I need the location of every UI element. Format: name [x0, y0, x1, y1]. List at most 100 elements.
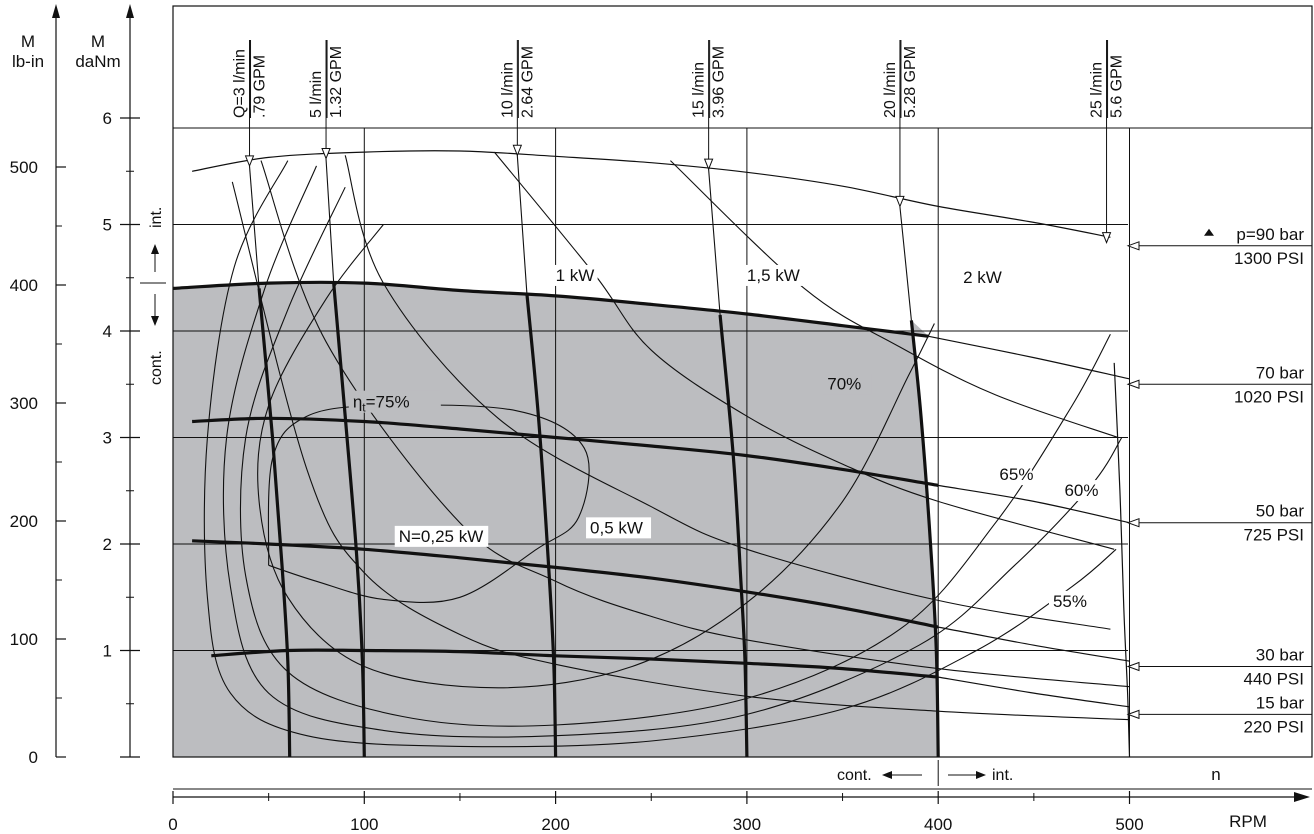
efficiency-label-70: 70% [827, 375, 861, 394]
lbin-tick-label: 100 [10, 630, 38, 649]
danm-tick-label: 4 [103, 322, 112, 341]
flow-label-top: 5 l/min [308, 71, 325, 118]
flow-curve-upper-0 [248, 165, 260, 289]
eff-label-70-bg [823, 373, 872, 395]
power-label-1.5-bg [742, 264, 808, 286]
pressure-label-top: 15 bar [1256, 693, 1305, 712]
power-label-0.5: 0,5 kW [590, 518, 643, 537]
pressure-curve-ext-3 [938, 626, 1130, 662]
danm-tick-label: 3 [103, 429, 112, 448]
flow-label-bottom: 5.6 GPM [1109, 55, 1126, 118]
flow-arrow-3 [703, 158, 714, 171]
flow-curve-0 [257, 288, 292, 758]
grid [172, 5, 1313, 758]
pressure-label-top: 50 bar [1256, 502, 1305, 521]
efficiency-label-60: 60% [1064, 481, 1098, 500]
lbin-axis-arrow [52, 4, 60, 18]
flow-curve-1 [332, 282, 366, 758]
efficiency-label-55: 55% [1053, 592, 1087, 611]
power-label-2: 2 kW [963, 268, 1002, 287]
flow-curve-3 [718, 314, 749, 758]
pressure-arrow-4 [1126, 709, 1140, 720]
efficiency-label-60-bg [1060, 480, 1097, 502]
rpm-tick-label: 100 [350, 815, 378, 834]
flow-arrow-4 [895, 195, 905, 208]
pressure-arrow-3 [1126, 661, 1140, 672]
pressure-curve-0 [191, 150, 1111, 238]
flow-label-top: 25 l/min [1089, 62, 1106, 118]
eff-label-75-bg [348, 390, 441, 413]
y-int-label: int. [148, 207, 165, 228]
pressure-label-top: 70 bar [1256, 363, 1305, 382]
rpm-tick-label: 200 [541, 815, 569, 834]
rpm-tick-label: 0 [168, 815, 177, 834]
delta-symbol [1204, 228, 1214, 236]
flow-label-bottom: 3.96 GPM [711, 46, 728, 118]
pressure-curve-ext-2 [938, 484, 1130, 524]
lbin-tick-label: 300 [10, 394, 38, 413]
plot-frame [172, 5, 1313, 758]
danm-tick-label: 5 [103, 216, 112, 235]
flow-label-top: 20 l/min [882, 62, 899, 118]
efficiency-curve-55 [203, 160, 1117, 748]
flow-label-top: Q=3 l/min [232, 49, 249, 118]
efficiency-label-65-bg [995, 464, 1032, 486]
danm-axis-arrow [126, 4, 134, 18]
lbin-tick-label: 500 [10, 158, 38, 177]
pressure-label-bottom: 220 PSI [1244, 717, 1305, 736]
pressure-label-top: p=90 bar [1236, 225, 1304, 244]
danm-tick-label: 2 [103, 535, 112, 554]
power-curve-1 [260, 160, 1130, 688]
rpm-tick-label: 400 [924, 815, 952, 834]
power-curve-2 [344, 155, 1111, 630]
lbin-axis-unit: lb-in [12, 52, 44, 71]
danm-axis-unit: daNm [75, 52, 120, 71]
lbin-tick-label: 200 [10, 512, 38, 531]
flow-arrow-2 [512, 144, 523, 157]
flow-curve-5 [1113, 362, 1131, 758]
pressure-arrow-0 [1126, 241, 1140, 251]
flow-curve-4 [909, 320, 940, 758]
pressure-curves [172, 150, 1130, 708]
power-label-1-bg [551, 264, 598, 286]
efficiency-label-55-bg [1048, 590, 1086, 612]
power-curve-4 [670, 160, 1119, 439]
power-label-0.5-bg [586, 517, 652, 539]
lbin-axis-title: M [21, 32, 35, 51]
pressure-label-bottom: 1300 PSI [1234, 249, 1304, 268]
flow-curves [244, 40, 1131, 758]
flow-curve-upper-1 [325, 158, 335, 284]
power-label-1: 1 kW [556, 266, 595, 285]
power-label-0.25-bg [394, 525, 489, 547]
flow-arrow-0 [244, 155, 255, 168]
n-axis-label: n [1211, 765, 1220, 784]
flow-label-bottom: 2.64 GPM [519, 46, 536, 118]
flow-curve-upper-3 [708, 169, 721, 316]
y-cont-label: cont. [148, 350, 165, 385]
efficiency-curve-65 [239, 186, 1111, 727]
pressure-label-top: 30 bar [1256, 645, 1305, 664]
efficiency-curves [203, 160, 1123, 748]
pressure-curve-2 [192, 416, 939, 487]
rpm-tick-label: 300 [733, 815, 761, 834]
x-cont-arrow-head [882, 771, 892, 779]
pressure-curve-3 [192, 539, 939, 629]
int-arrow-head [151, 244, 159, 254]
danm-axis-title: M [91, 32, 105, 51]
efficiency-curve-60 [222, 165, 1123, 738]
pressure-curve-1 [172, 280, 929, 338]
cont-arrow-head [151, 316, 159, 326]
flow-arrow-5 [1101, 232, 1112, 244]
efficiency-curve-70 [257, 224, 935, 689]
x-int-arrow-head [976, 771, 986, 779]
rpm-tick-label: 500 [1115, 815, 1143, 834]
lbin-tick-label: 0 [29, 748, 38, 767]
flow-curve-upper-2 [516, 155, 528, 294]
x-cont-label: cont. [837, 767, 872, 784]
lbin-tick-label: 400 [10, 276, 38, 295]
pressure-arrow-1 [1126, 379, 1140, 389]
pressure-label-bottom: 1020 PSI [1234, 387, 1304, 406]
axes: 0 100 200 300 400 500 1 2 3 4 5 6 [10, 4, 1312, 804]
flow-curve-2 [525, 293, 558, 758]
